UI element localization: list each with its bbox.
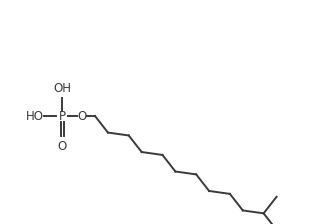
Text: O: O bbox=[77, 110, 87, 123]
Text: O: O bbox=[57, 140, 67, 153]
Text: P: P bbox=[59, 110, 65, 123]
Text: OH: OH bbox=[53, 82, 71, 95]
Text: HO: HO bbox=[26, 110, 44, 123]
